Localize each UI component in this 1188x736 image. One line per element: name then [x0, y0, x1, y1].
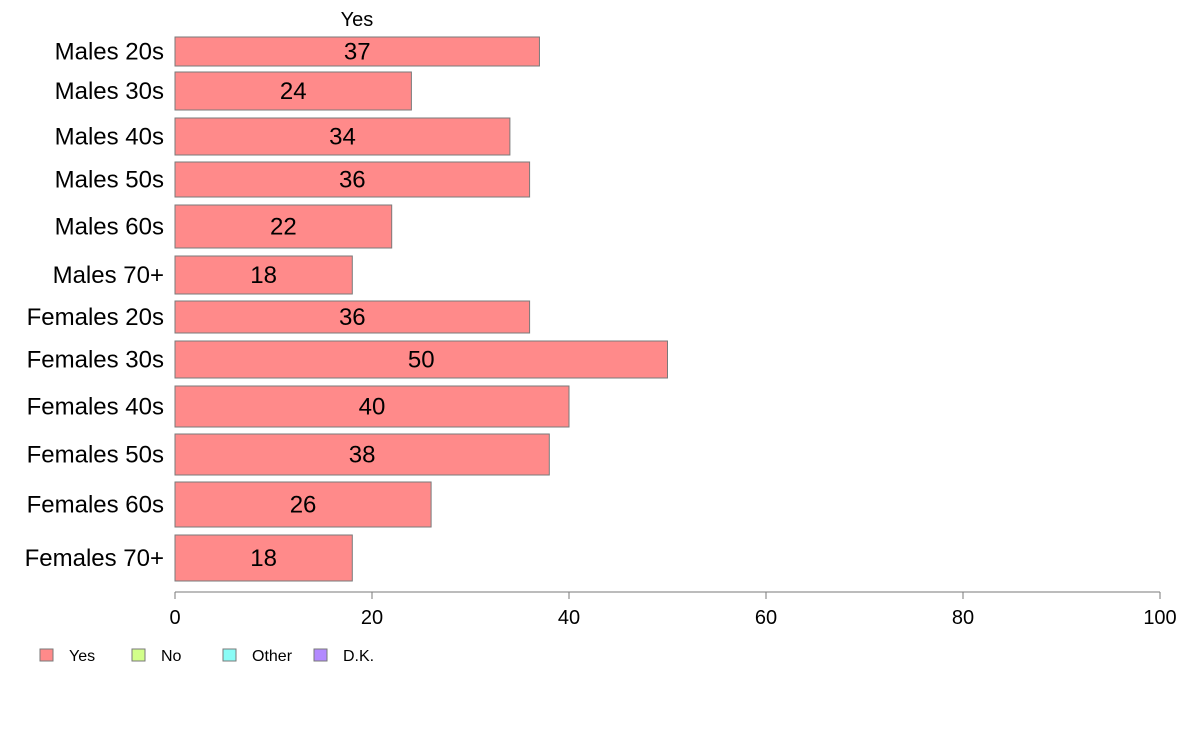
legend: Yes No Other D.K.	[39, 648, 374, 665]
category-label: Females 40s	[27, 394, 164, 421]
x-axis: 0 20 40 60 80 100	[169, 591, 1177, 629]
legend-swatch	[222, 648, 237, 662]
bar	[174, 117, 511, 156]
bar-value-label: 18	[250, 545, 277, 572]
bar-value-label: 36	[339, 167, 366, 194]
bar	[174, 385, 570, 428]
bar-value-label: 38	[349, 442, 376, 469]
category-label: Males 50s	[55, 167, 164, 194]
bar	[174, 71, 412, 111]
x-tick-label: 40	[558, 607, 580, 629]
legend-swatch	[39, 648, 54, 662]
x-tick-label: 80	[952, 607, 974, 629]
legend-label: Yes	[69, 648, 95, 665]
bar	[174, 204, 393, 249]
bar	[174, 255, 353, 295]
x-tick-label: 0	[169, 607, 180, 629]
category-labels: Males 20s Males 30s Males 40s Males 50s Male…	[25, 39, 164, 573]
bar-value-label: 40	[359, 394, 386, 421]
bar	[174, 161, 531, 198]
category-label: Males 30s	[55, 78, 164, 105]
category-label: Females 30s	[27, 347, 164, 374]
legend-swatch	[313, 648, 328, 662]
bar-value-label: 22	[270, 214, 297, 241]
category-label: Females 60s	[27, 492, 164, 519]
x-tick-label: 20	[361, 607, 383, 629]
column-header: Yes	[341, 9, 374, 31]
category-label: Males 20s	[55, 39, 164, 66]
x-tick-label: 60	[755, 607, 777, 629]
category-label: Males 60s	[55, 214, 164, 241]
category-label: Females 20s	[27, 304, 164, 331]
bar-value-label: 36	[339, 304, 366, 331]
bar-value-label: 26	[290, 492, 317, 519]
legend-label: D.K.	[343, 648, 374, 665]
bar-value-label: 50	[408, 347, 435, 374]
bar	[174, 36, 540, 67]
bar	[174, 433, 550, 476]
x-tick-label: 100	[1143, 607, 1176, 629]
bars	[174, 36, 668, 582]
legend-label: No	[161, 648, 182, 665]
bar-value-label: 34	[329, 124, 356, 151]
category-label: Males 70+	[53, 262, 164, 289]
legend-swatch	[131, 648, 146, 662]
category-label: Females 50s	[27, 442, 164, 469]
category-label: Females 70+	[25, 545, 164, 572]
legend-label: Other	[252, 648, 293, 665]
bar	[174, 481, 432, 528]
bar-value-labels: 37 24 34 36 22 18 36 50 40 38 26 18	[250, 39, 434, 573]
bar	[174, 340, 668, 379]
bar	[174, 300, 531, 334]
bar-value-label: 18	[250, 262, 277, 289]
bar-value-label: 37	[344, 39, 371, 66]
bar	[174, 534, 353, 582]
bar-value-label: 24	[280, 78, 307, 105]
category-label: Males 40s	[55, 124, 164, 151]
